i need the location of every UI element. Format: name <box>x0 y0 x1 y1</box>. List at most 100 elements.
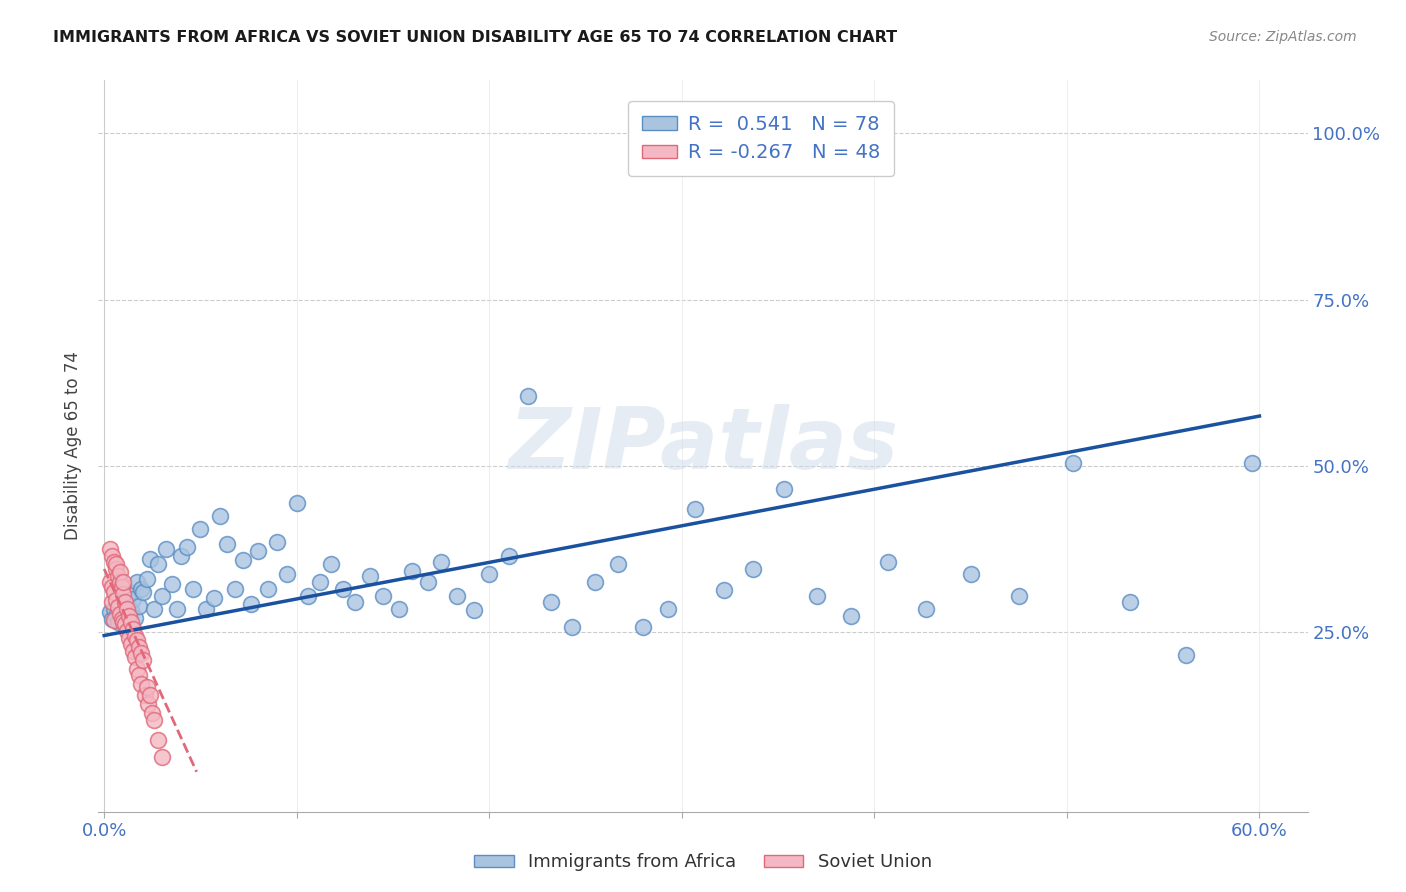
Point <box>343 595 366 609</box>
Point <box>117 602 139 616</box>
Point <box>247 544 270 558</box>
Point <box>166 602 188 616</box>
Point <box>135 680 157 694</box>
Point <box>915 602 938 616</box>
Point <box>134 689 156 703</box>
Point <box>139 552 162 566</box>
Point <box>98 542 121 557</box>
Point <box>107 568 129 582</box>
Point <box>103 555 125 569</box>
Point <box>108 599 131 613</box>
Point <box>104 593 127 607</box>
Point <box>257 582 280 596</box>
Point <box>107 615 129 630</box>
Point <box>190 522 212 536</box>
Point <box>120 603 142 617</box>
Point <box>98 605 121 619</box>
Legend: Immigrants from Africa, Soviet Union: Immigrants from Africa, Soviet Union <box>467 847 939 879</box>
Point <box>124 610 146 624</box>
Point <box>388 602 411 616</box>
Point <box>195 602 218 616</box>
Point <box>143 602 166 616</box>
Point <box>114 595 136 609</box>
Point <box>128 668 150 682</box>
Y-axis label: Disability Age 65 to 74: Disability Age 65 to 74 <box>63 351 82 541</box>
Point <box>285 495 308 509</box>
Point <box>430 555 453 569</box>
Point <box>124 650 146 665</box>
Text: IMMIGRANTS FROM AFRICA VS SOVIET UNION DISABILITY AGE 65 TO 74 CORRELATION CHART: IMMIGRANTS FROM AFRICA VS SOVIET UNION D… <box>53 30 897 45</box>
Point <box>131 585 153 599</box>
Point <box>401 564 423 578</box>
Point <box>128 640 150 654</box>
Point <box>202 591 225 605</box>
Point <box>713 583 735 598</box>
Point <box>117 610 139 624</box>
Point <box>155 542 177 557</box>
Point <box>1119 595 1142 609</box>
Text: Source: ZipAtlas.com: Source: ZipAtlas.com <box>1209 30 1357 45</box>
Point <box>129 582 152 596</box>
Point <box>108 566 131 580</box>
Point <box>141 706 163 721</box>
Point <box>742 562 765 576</box>
Point <box>112 613 135 627</box>
Point <box>170 549 193 563</box>
Point <box>359 568 381 582</box>
Point <box>129 677 152 691</box>
Point <box>150 589 173 603</box>
Point <box>104 608 127 623</box>
Point <box>657 602 679 616</box>
Point <box>122 644 145 658</box>
Point <box>150 750 173 764</box>
Point <box>321 558 343 572</box>
Point <box>128 599 150 613</box>
Point <box>516 389 538 403</box>
Point <box>208 508 231 523</box>
Point <box>1240 456 1263 470</box>
Point <box>122 591 145 606</box>
Point <box>232 553 254 567</box>
Point <box>103 602 125 616</box>
Point <box>1175 648 1198 663</box>
Point <box>98 575 121 590</box>
Point <box>110 612 132 626</box>
Legend: R =  0.541   N = 78, R = -0.267   N = 48: R = 0.541 N = 78, R = -0.267 N = 48 <box>628 101 894 176</box>
Point <box>125 662 148 676</box>
Point <box>112 575 135 590</box>
Point <box>114 595 136 609</box>
Point <box>112 586 135 600</box>
Point <box>103 585 125 599</box>
Point <box>224 582 246 596</box>
Point <box>959 566 981 581</box>
Point <box>446 589 468 603</box>
Point <box>239 597 262 611</box>
Point <box>1008 589 1031 603</box>
Point <box>143 713 166 727</box>
Point <box>107 599 129 614</box>
Point <box>478 566 501 581</box>
Point <box>332 582 354 596</box>
Point <box>122 622 145 636</box>
Point <box>276 566 298 581</box>
Point <box>118 585 141 599</box>
Point <box>108 575 131 590</box>
Point <box>540 595 562 609</box>
Point <box>308 575 330 590</box>
Point <box>138 697 160 711</box>
Point <box>104 562 127 576</box>
Point <box>146 732 169 747</box>
Point <box>416 575 439 590</box>
Point <box>125 575 148 590</box>
Point <box>103 613 125 627</box>
Point <box>773 482 796 496</box>
Point <box>112 615 135 630</box>
Point <box>117 624 139 638</box>
Text: ZIPatlas: ZIPatlas <box>508 404 898 488</box>
Point <box>297 589 319 603</box>
Point <box>108 607 131 621</box>
Point <box>266 535 288 549</box>
Point <box>101 595 124 609</box>
Point <box>839 608 862 623</box>
Point <box>118 608 141 623</box>
